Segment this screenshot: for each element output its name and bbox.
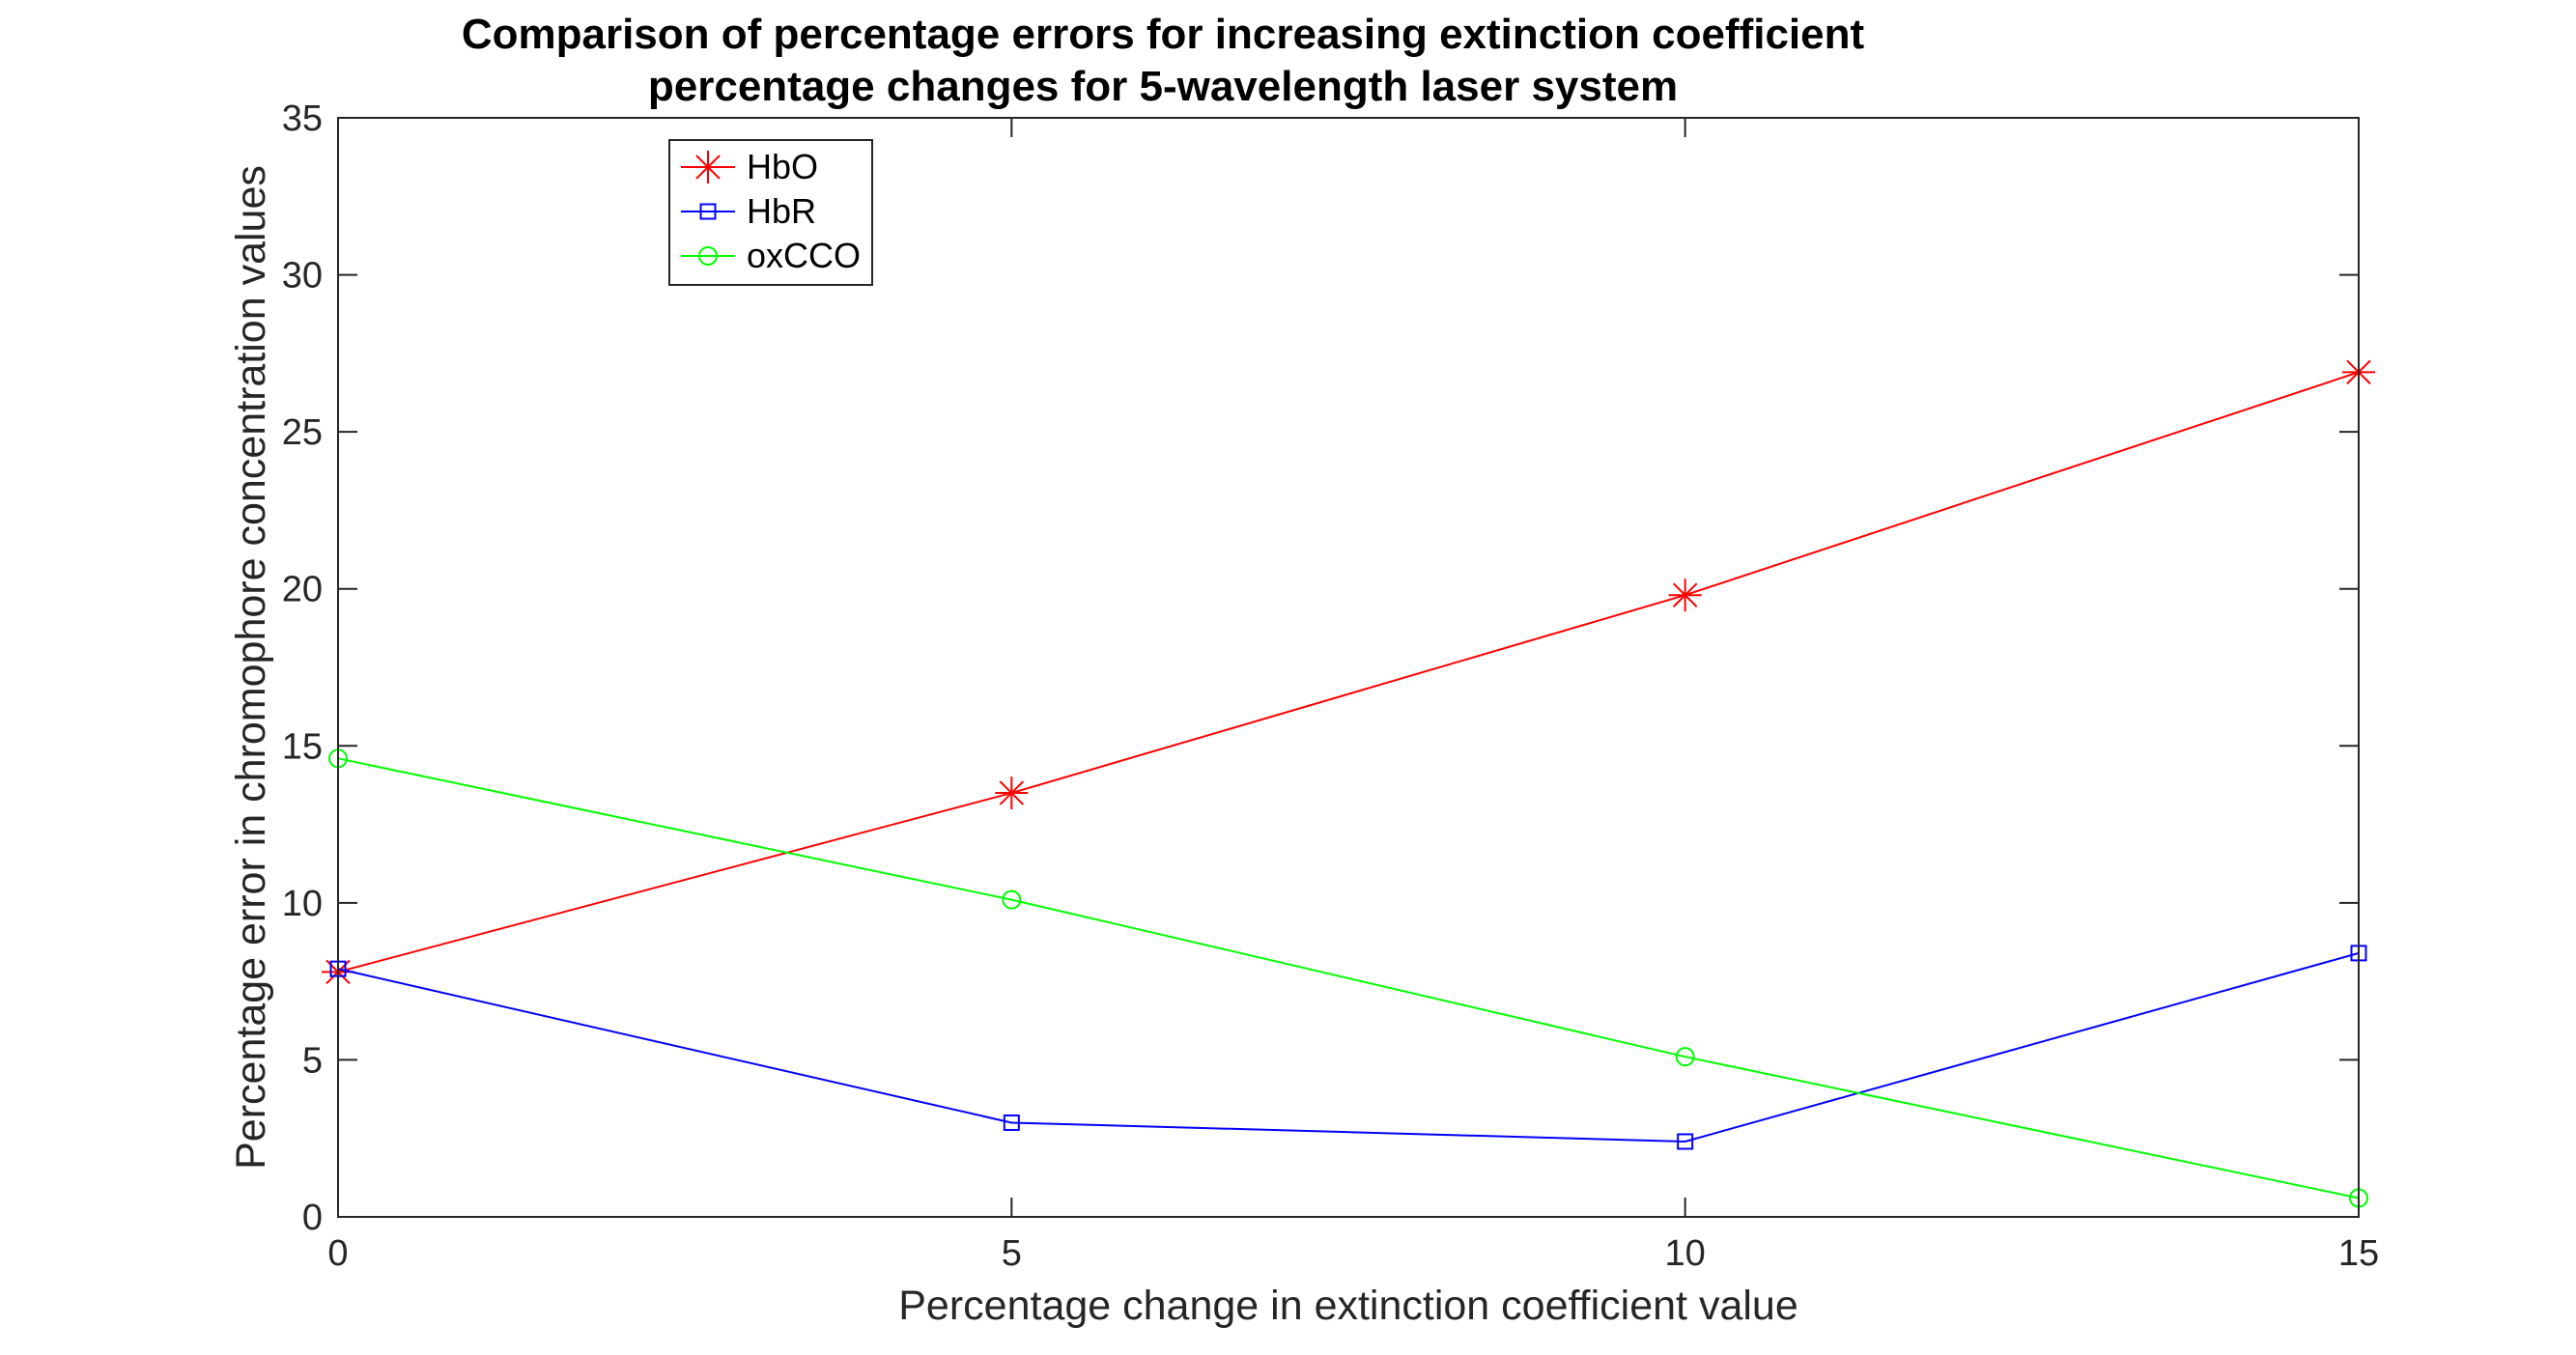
series-line-oxcco bbox=[337, 757, 2360, 1200]
x-tick-label: 15 bbox=[2338, 1233, 2379, 1274]
legend-label-oxcco: oxCCO bbox=[747, 236, 861, 275]
legend: HbO HbR oxCCO bbox=[668, 139, 873, 286]
y-tick-label: 35 bbox=[282, 99, 323, 139]
legend-marker-hbr bbox=[699, 203, 717, 220]
data-point-oxcco bbox=[1002, 889, 1022, 910]
legend-label-hbr: HbR bbox=[747, 191, 816, 231]
data-point-hbo bbox=[1668, 579, 1702, 612]
y-tick-label: 5 bbox=[302, 1040, 323, 1081]
legend-marker-hbo bbox=[692, 151, 724, 183]
data-point-hbo bbox=[995, 776, 1029, 810]
y-tick-label: 25 bbox=[282, 412, 323, 453]
plot-area bbox=[338, 118, 2359, 1217]
y-axis-label: Percentage error in chromophore concentr… bbox=[228, 165, 274, 1170]
plot-border bbox=[337, 117, 2360, 1218]
legend-label-hbo: HbO bbox=[747, 147, 818, 186]
y-tick-label: 20 bbox=[282, 570, 323, 610]
data-point-hbr bbox=[1677, 1133, 1694, 1150]
data-point-oxcco bbox=[1675, 1047, 1695, 1067]
marker-stroke bbox=[695, 155, 721, 180]
chart-title-line-1: Comparison of percentage errors for incr… bbox=[462, 11, 1865, 58]
chart-title-line-2: percentage changes for 5-wavelength lase… bbox=[648, 63, 1678, 110]
marker-stroke bbox=[999, 780, 1025, 805]
y-tick-label: 0 bbox=[302, 1198, 323, 1238]
legend-item-hbr: HbR bbox=[681, 191, 816, 231]
y-tick-label: 30 bbox=[282, 256, 323, 296]
legend-item-hbo: HbO bbox=[681, 147, 818, 186]
y-tick-label: 10 bbox=[282, 884, 323, 924]
data-point-hbr bbox=[1003, 1114, 1020, 1131]
series-line-hbo bbox=[337, 371, 2360, 974]
legend-marker-oxcco bbox=[698, 246, 718, 266]
x-tick-label: 0 bbox=[327, 1233, 348, 1274]
legend-item-oxcco: oxCCO bbox=[681, 236, 861, 275]
x-tick-label: 5 bbox=[1002, 1233, 1022, 1274]
x-tick-label: 10 bbox=[1665, 1233, 1706, 1274]
marker-stroke bbox=[1672, 582, 1698, 607]
series-line-hbr bbox=[337, 951, 2360, 1143]
x-axis-label: Percentage change in extinction coeffici… bbox=[898, 1283, 1798, 1329]
series-layer bbox=[322, 355, 2375, 1208]
y-tick-label: 15 bbox=[282, 726, 323, 767]
